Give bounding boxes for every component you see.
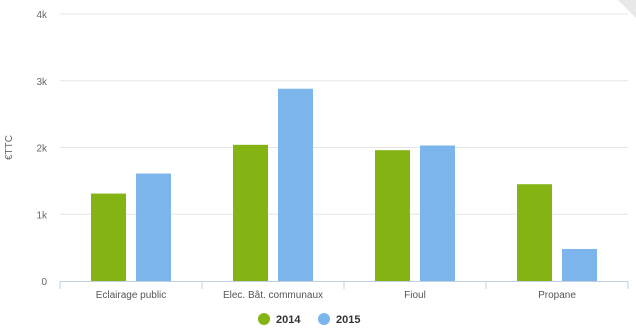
bar bbox=[420, 145, 455, 281]
x-tick-label: Eclairage public bbox=[96, 290, 167, 301]
y-axis-ticks: 0 1k 2k 3k 4k bbox=[36, 10, 48, 288]
bar bbox=[278, 88, 313, 281]
bar bbox=[517, 184, 552, 281]
y-tick-label: 4k bbox=[36, 10, 48, 21]
bar bbox=[375, 150, 410, 281]
legend-label: 2015 bbox=[336, 314, 360, 326]
y-tick-label: 1k bbox=[36, 210, 48, 221]
x-tick-label: Propane bbox=[538, 290, 576, 301]
bar bbox=[562, 248, 597, 281]
bars bbox=[91, 88, 597, 281]
x-tick-label: Elec. Bât. communaux bbox=[223, 290, 323, 301]
y-tick-label: 3k bbox=[36, 77, 48, 88]
legend-label: 2014 bbox=[276, 314, 301, 326]
y-tick-label: 0 bbox=[41, 277, 47, 288]
legend: 2014 2015 bbox=[258, 313, 360, 326]
bar bbox=[136, 173, 171, 281]
legend-marker bbox=[318, 313, 330, 325]
y-tick-label: 2k bbox=[36, 144, 48, 155]
bar bbox=[91, 193, 126, 281]
x-tick-label: Fioul bbox=[404, 290, 426, 301]
x-axis: Eclairage public Elec. Bât. communaux Fiou… bbox=[59, 281, 629, 301]
legend-marker bbox=[258, 313, 270, 325]
bar bbox=[233, 144, 268, 281]
y-axis-label: €TTC bbox=[4, 135, 15, 160]
